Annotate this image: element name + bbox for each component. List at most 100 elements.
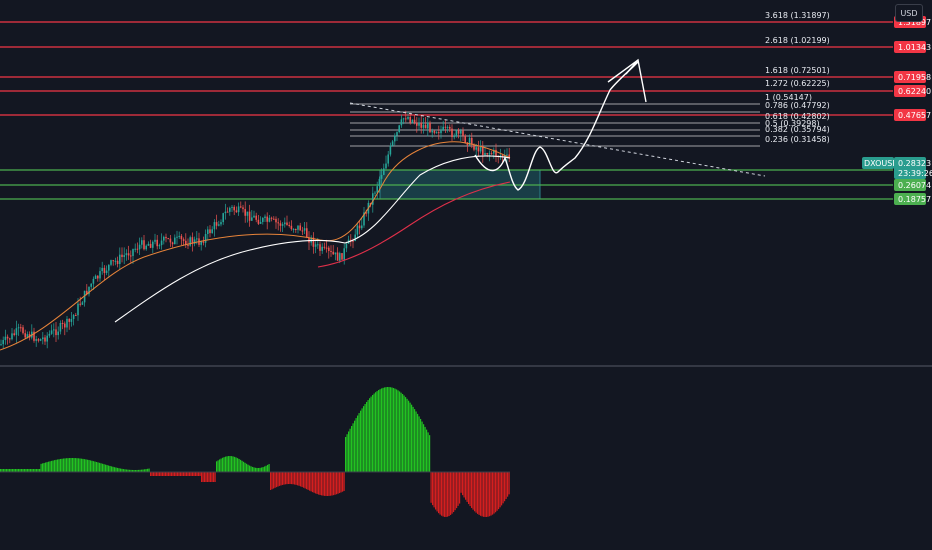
candle-body	[130, 255, 132, 257]
osc-bar	[229, 456, 231, 472]
osc-bar	[103, 464, 105, 472]
price-tag-3	[894, 85, 926, 97]
osc-bar	[498, 472, 500, 510]
osc-bar	[235, 457, 237, 472]
price-tag-text-3: 0.62240	[898, 87, 931, 96]
osc-bar	[48, 461, 50, 472]
candle-body	[330, 251, 332, 253]
candle-body	[312, 237, 315, 247]
osc-bar	[312, 472, 314, 493]
osc-bar	[69, 458, 71, 472]
countdown-text: 23:39:26	[898, 169, 932, 178]
osc-bar	[205, 472, 207, 482]
candle-body	[279, 223, 282, 226]
osc-bar	[291, 472, 293, 485]
osc-bar	[447, 472, 449, 517]
candle-body	[402, 118, 405, 120]
candle-body	[387, 154, 389, 164]
candle-body	[376, 186, 378, 193]
osc-bar	[43, 462, 45, 472]
osc-bar	[406, 398, 408, 472]
osc-bar	[321, 472, 323, 496]
candle-body	[325, 247, 328, 249]
fib-label-8: 0.382 (0.35794)	[765, 125, 830, 134]
osc-bar	[322, 472, 324, 496]
candle-body	[400, 119, 403, 126]
candle-body	[59, 323, 62, 332]
candle-body	[119, 254, 121, 264]
candle-body	[70, 318, 73, 322]
osc-bar	[366, 401, 368, 472]
osc-bar	[282, 472, 284, 485]
osc-bar	[298, 472, 300, 486]
fib-label-7: 0.5 (0.39298)	[765, 119, 820, 128]
candle-body	[336, 252, 339, 261]
osc-bar	[268, 463, 270, 472]
osc-bar	[150, 472, 152, 476]
osc-bar	[363, 406, 365, 472]
osc-bar	[288, 472, 290, 485]
candle-body	[92, 278, 95, 284]
osc-bar	[372, 394, 374, 472]
osc-bar	[7, 469, 9, 472]
candle-body	[460, 130, 462, 134]
osc-bar	[429, 435, 431, 472]
osc-bar	[336, 472, 338, 495]
osc-bar	[133, 469, 135, 472]
candle-body	[365, 212, 367, 214]
osc-bar	[459, 472, 461, 504]
candle-body	[81, 302, 84, 305]
osc-bar	[472, 472, 474, 510]
candle-body	[136, 248, 139, 250]
osc-bar	[369, 398, 371, 472]
candle-body	[134, 248, 136, 250]
price-tag-text-2: 0.71958	[898, 73, 931, 82]
symbol-tag	[862, 157, 894, 169]
osc-bar	[481, 472, 483, 517]
osc-bar	[78, 458, 80, 472]
osc-bar	[483, 472, 485, 517]
osc-bar	[151, 472, 153, 476]
osc-bar	[210, 472, 212, 482]
candle-body	[169, 238, 172, 243]
candle-body	[229, 207, 231, 212]
last-price-text: 0.28323	[898, 159, 931, 168]
osc-bar	[477, 472, 479, 514]
candle-body	[429, 122, 431, 133]
currency-button[interactable]: USD	[895, 4, 923, 22]
osc-bar	[397, 390, 399, 472]
osc-bar	[189, 472, 191, 476]
osc-bar	[448, 472, 450, 517]
candle-body	[2, 340, 4, 345]
candle-body	[438, 132, 440, 134]
osc-bar	[37, 469, 39, 472]
candle-body	[132, 249, 134, 257]
osc-bar	[163, 472, 165, 476]
osc-bar	[364, 404, 366, 472]
osc-bar	[264, 466, 266, 472]
candle-body	[86, 290, 88, 295]
candle-body	[490, 153, 493, 155]
osc-bar	[171, 472, 173, 476]
candle-body	[233, 206, 235, 211]
osc-bar	[304, 472, 306, 489]
osc-bar	[457, 472, 459, 506]
osc-bar	[267, 464, 269, 472]
candle-body	[11, 333, 13, 340]
osc-bar	[138, 469, 140, 472]
candle-body	[389, 145, 392, 155]
osc-bar	[390, 387, 392, 472]
candle-body	[356, 225, 359, 235]
candle-body	[224, 211, 227, 214]
osc-bar	[58, 459, 60, 472]
candle-body	[149, 243, 152, 248]
candle-body	[0, 344, 2, 346]
candle-body	[138, 244, 141, 250]
candle-body	[435, 132, 438, 134]
osc-bar	[214, 472, 216, 482]
osc-bar	[351, 426, 353, 472]
osc-bar	[180, 472, 182, 476]
price-tag-1	[894, 41, 926, 53]
candle-body	[284, 222, 286, 225]
